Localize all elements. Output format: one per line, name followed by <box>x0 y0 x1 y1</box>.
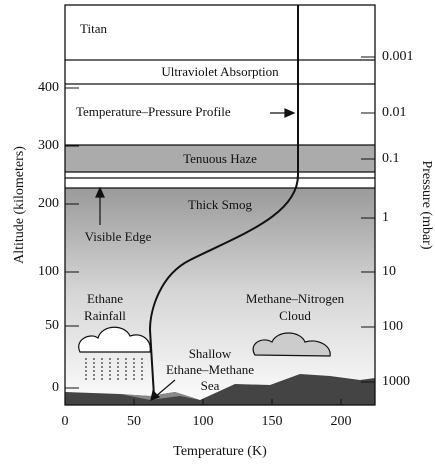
x-tick-label: 50 <box>127 414 141 429</box>
y2-tick-label: 0.1 <box>382 151 400 166</box>
smog-label: Thick Smog <box>188 197 252 212</box>
arrows <box>95 108 296 401</box>
rain-label: Ethane <box>87 291 123 306</box>
title: Titan <box>80 21 107 36</box>
haze-layer <box>65 145 375 172</box>
x-tick-label: 100 <box>193 414 214 429</box>
y-tick-label: 100 <box>38 264 59 279</box>
profile-label: Temperature–Pressure Profile <box>76 104 231 119</box>
x-tick-label: 150 <box>262 414 283 429</box>
sea-label: Sea <box>201 378 220 393</box>
y2-tick-label: 100 <box>382 319 403 334</box>
smog-layer <box>65 188 375 398</box>
x-axis-label: Temperature (K) <box>173 444 267 459</box>
cloud-right <box>252 332 331 357</box>
edge-label: Visible Edge <box>85 229 152 244</box>
y2-tick-label: 10 <box>382 264 396 279</box>
cloud-label: Methane–Nitrogen <box>246 291 345 306</box>
sea <box>120 392 200 400</box>
y2-tick-label: 0.001 <box>382 49 414 64</box>
y-tick-label: 50 <box>45 318 59 333</box>
sea-label: Ethane–Methane <box>166 362 254 377</box>
temperature-profile <box>148 5 299 397</box>
y-tick-label: 0 <box>52 380 59 395</box>
uv-label: Ultraviolet Absorption <box>161 64 279 79</box>
rain-label: Rainfall <box>84 308 126 323</box>
rain <box>85 358 143 382</box>
y2-tick-label: 1 <box>382 210 389 225</box>
y2-axis-label: Pressure (mbar) <box>419 160 434 249</box>
x-tick-label: 0 <box>62 414 69 429</box>
haze-label: Tenuous Haze <box>183 151 257 166</box>
y2-tick-label: 0.01 <box>382 105 407 120</box>
layer-lines <box>65 59 375 189</box>
y-tick-label: 200 <box>38 196 59 211</box>
x-tick-label: 200 <box>331 414 352 429</box>
y2-tick-label: 1000 <box>382 374 410 389</box>
y-axis-label: Altitude (kilometers) <box>12 146 27 264</box>
y-tick-label: 400 <box>38 80 59 95</box>
plot-frame <box>64 4 376 406</box>
cloud-left <box>78 326 151 353</box>
cloud-label: Cloud <box>279 308 311 323</box>
y-tick-label: 300 <box>38 138 59 153</box>
sea-label: Shallow <box>189 346 232 361</box>
